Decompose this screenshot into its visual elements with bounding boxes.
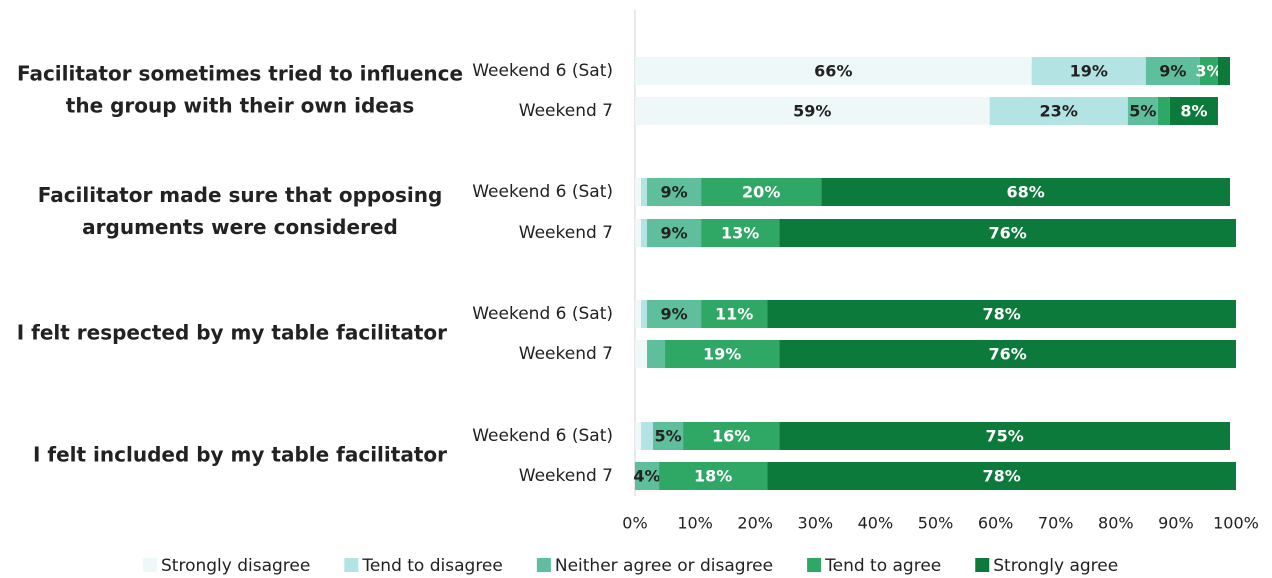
x-tick-label: 90% xyxy=(1158,514,1194,533)
bar-segment xyxy=(635,57,1032,85)
bar-segment xyxy=(647,178,702,206)
value-label: 3% xyxy=(1195,62,1222,81)
bar-segment xyxy=(659,462,768,490)
bar-segment xyxy=(701,178,822,206)
category-label: Weekend 6 (Sat) xyxy=(472,61,613,81)
value-label: 8% xyxy=(1180,102,1207,121)
bar-segment xyxy=(641,422,654,450)
legend-label: Neither agree or disagree xyxy=(555,556,773,576)
bar-segment xyxy=(641,300,648,328)
x-tick-label: 20% xyxy=(737,514,773,533)
bar-segment xyxy=(647,340,666,368)
group-label: I felt respected by my table facilitator xyxy=(17,321,447,345)
bar-segment xyxy=(779,340,1236,368)
x-tick-label: 40% xyxy=(858,514,894,533)
bar-segment xyxy=(701,219,780,247)
category-label: Weekend 6 (Sat) xyxy=(472,182,613,202)
value-label: 78% xyxy=(982,305,1020,324)
bar-segment xyxy=(1145,57,1200,85)
value-label: 76% xyxy=(988,345,1026,364)
group-label: Facilitator sometimes tried to influence xyxy=(17,62,463,86)
legend-swatch xyxy=(807,558,822,572)
legend-swatch xyxy=(975,558,990,572)
bar-segment xyxy=(635,300,642,328)
value-label: 16% xyxy=(712,427,750,446)
bar-segment xyxy=(1217,57,1230,85)
value-label: 19% xyxy=(1070,62,1108,81)
value-label: 5% xyxy=(654,427,681,446)
bar-segment xyxy=(1157,97,1170,125)
bar-segment xyxy=(989,97,1128,125)
category-label: Weekend 7 xyxy=(519,101,613,121)
category-label: Weekend 7 xyxy=(519,344,613,364)
value-label: 78% xyxy=(982,467,1020,486)
value-label: 5% xyxy=(1129,102,1156,121)
group-label: the group with their own ideas xyxy=(66,94,414,118)
bar-segment xyxy=(1199,57,1218,85)
value-label: 9% xyxy=(660,183,687,202)
bar-segment xyxy=(635,462,660,490)
x-tick-label: 60% xyxy=(978,514,1014,533)
group-label: arguments were considered xyxy=(82,215,398,239)
value-label: 59% xyxy=(793,102,831,121)
bar-segment xyxy=(779,422,1230,450)
legend-swatch xyxy=(143,558,157,572)
bar-segment xyxy=(701,300,768,328)
value-label: 20% xyxy=(742,183,780,202)
bar-segment xyxy=(779,219,1236,247)
value-label: 11% xyxy=(715,305,753,324)
bar-segment xyxy=(1127,97,1158,125)
bar-segment xyxy=(647,219,702,247)
x-tick-label: 100% xyxy=(1213,514,1259,533)
bar-segment xyxy=(647,300,702,328)
value-label: 19% xyxy=(703,345,741,364)
group-label: Facilitator made sure that opposing xyxy=(38,183,443,207)
x-tick-label: 50% xyxy=(918,514,954,533)
value-label: 9% xyxy=(660,224,687,243)
value-label: 66% xyxy=(814,62,852,81)
value-label: 68% xyxy=(1007,183,1045,202)
legend-label: Tend to agree xyxy=(824,556,941,576)
bar-segment xyxy=(821,178,1230,206)
category-label: Weekend 7 xyxy=(519,466,613,486)
bar-segment xyxy=(653,422,684,450)
x-tick-label: 30% xyxy=(798,514,834,533)
legend-swatch xyxy=(536,558,551,572)
value-label: 13% xyxy=(721,224,759,243)
category-label: Weekend 6 (Sat) xyxy=(472,304,613,324)
bar-segment xyxy=(635,219,642,247)
value-label: 9% xyxy=(1159,62,1186,81)
value-label: 23% xyxy=(1040,102,1078,121)
legend-label: Tend to disagree xyxy=(361,556,503,576)
value-label: 9% xyxy=(660,305,687,324)
legend-label: Strongly agree xyxy=(993,556,1118,576)
bar-segment xyxy=(635,340,648,368)
bar-segment xyxy=(767,462,1236,490)
bar-segment xyxy=(641,219,648,247)
bar-segment xyxy=(635,97,990,125)
value-label: 4% xyxy=(633,467,660,486)
value-label: 76% xyxy=(988,224,1026,243)
x-tick-label: 70% xyxy=(1038,514,1074,533)
x-tick-label: 0% xyxy=(622,514,647,533)
group-label: I felt included by my table facilitator xyxy=(33,443,447,467)
bar-segment xyxy=(635,422,642,450)
bar-segment xyxy=(1031,57,1146,85)
bar-segment xyxy=(641,178,648,206)
bar-segment xyxy=(683,422,780,450)
legend-swatch xyxy=(344,558,359,572)
value-label: 75% xyxy=(985,427,1023,446)
bar-segment xyxy=(635,178,642,206)
bar-segment xyxy=(1169,97,1218,125)
legend-label: Strongly disagree xyxy=(161,556,310,576)
bar-segment xyxy=(665,340,780,368)
category-label: Weekend 7 xyxy=(519,223,613,243)
x-tick-label: 80% xyxy=(1098,514,1134,533)
value-label: 18% xyxy=(694,467,732,486)
bar-segment xyxy=(767,300,1236,328)
category-label: Weekend 6 (Sat) xyxy=(472,426,613,446)
x-tick-label: 10% xyxy=(677,514,713,533)
